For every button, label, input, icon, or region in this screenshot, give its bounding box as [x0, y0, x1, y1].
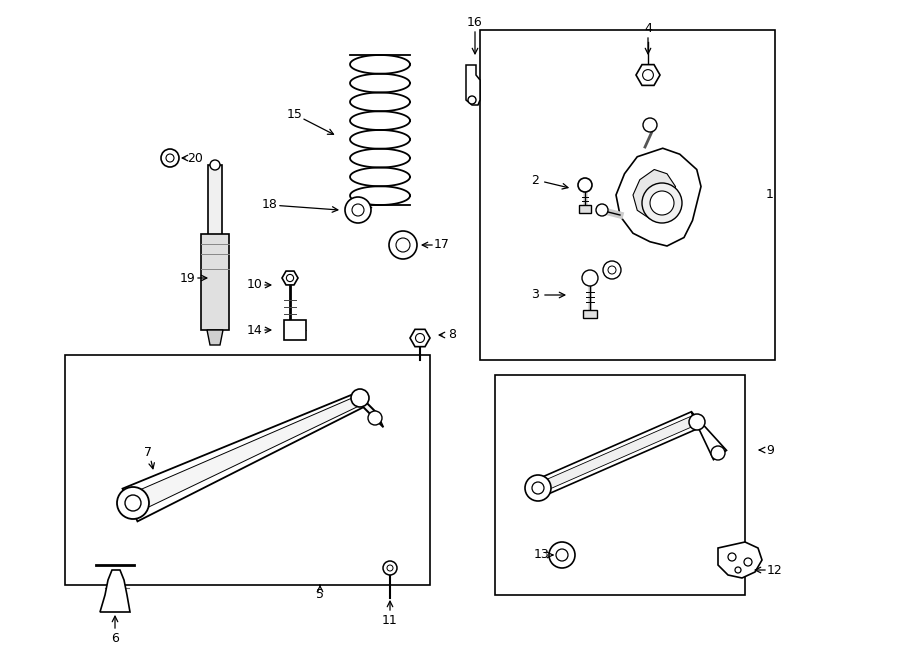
Bar — [579, 205, 591, 213]
Text: 2: 2 — [531, 173, 539, 186]
Circle shape — [352, 204, 364, 216]
Circle shape — [711, 446, 725, 460]
Circle shape — [286, 274, 293, 282]
Circle shape — [603, 261, 621, 279]
Polygon shape — [282, 271, 298, 285]
Text: 8: 8 — [448, 329, 456, 342]
Text: 10: 10 — [248, 278, 263, 292]
Polygon shape — [691, 412, 726, 459]
Circle shape — [468, 96, 476, 104]
Text: 12: 12 — [767, 563, 783, 576]
Polygon shape — [410, 329, 430, 346]
Circle shape — [650, 191, 674, 215]
Circle shape — [556, 549, 568, 561]
Circle shape — [396, 238, 410, 252]
Polygon shape — [127, 395, 382, 514]
Circle shape — [389, 231, 417, 259]
Circle shape — [608, 266, 616, 274]
Text: 11: 11 — [382, 613, 398, 627]
Bar — [284, 320, 306, 340]
Circle shape — [368, 411, 382, 425]
Circle shape — [642, 183, 682, 223]
Polygon shape — [100, 570, 130, 612]
Circle shape — [735, 567, 741, 573]
Polygon shape — [207, 330, 223, 345]
Text: 9: 9 — [766, 444, 774, 457]
Circle shape — [689, 414, 705, 430]
Text: 13: 13 — [534, 549, 550, 561]
Polygon shape — [718, 542, 762, 578]
Circle shape — [744, 558, 752, 566]
Text: 1: 1 — [766, 188, 774, 202]
Circle shape — [643, 69, 653, 81]
Polygon shape — [533, 415, 697, 494]
Circle shape — [125, 495, 141, 511]
Text: 7: 7 — [144, 446, 152, 459]
Circle shape — [383, 561, 397, 575]
Bar — [495, 375, 745, 595]
Text: 14: 14 — [248, 323, 263, 336]
Circle shape — [161, 149, 179, 167]
Circle shape — [166, 154, 174, 162]
Circle shape — [416, 334, 425, 342]
Polygon shape — [636, 65, 660, 85]
Circle shape — [210, 160, 220, 170]
Circle shape — [387, 565, 393, 571]
Circle shape — [549, 542, 575, 568]
Circle shape — [345, 197, 371, 223]
Text: 18: 18 — [262, 198, 278, 212]
Polygon shape — [616, 148, 701, 246]
Bar — [65, 355, 430, 585]
Text: 20: 20 — [187, 151, 202, 165]
Text: 6: 6 — [111, 631, 119, 644]
Text: 4: 4 — [644, 22, 652, 34]
Circle shape — [728, 553, 736, 561]
Polygon shape — [531, 412, 698, 498]
Bar — [583, 310, 597, 318]
Text: 17: 17 — [434, 239, 450, 251]
Circle shape — [596, 204, 608, 216]
Text: 3: 3 — [531, 288, 539, 301]
Bar — [480, 30, 775, 360]
Text: 19: 19 — [180, 272, 196, 284]
Text: 5: 5 — [316, 588, 324, 602]
Polygon shape — [122, 393, 383, 522]
Circle shape — [117, 487, 149, 519]
Polygon shape — [466, 65, 480, 105]
Text: 16: 16 — [467, 15, 483, 28]
Circle shape — [351, 389, 369, 407]
Circle shape — [525, 475, 551, 501]
Circle shape — [643, 118, 657, 132]
Bar — [208, 165, 222, 239]
Text: 15: 15 — [287, 108, 303, 122]
Circle shape — [578, 178, 592, 192]
Circle shape — [532, 482, 544, 494]
Polygon shape — [633, 169, 676, 219]
Bar — [201, 234, 229, 330]
Circle shape — [582, 270, 598, 286]
